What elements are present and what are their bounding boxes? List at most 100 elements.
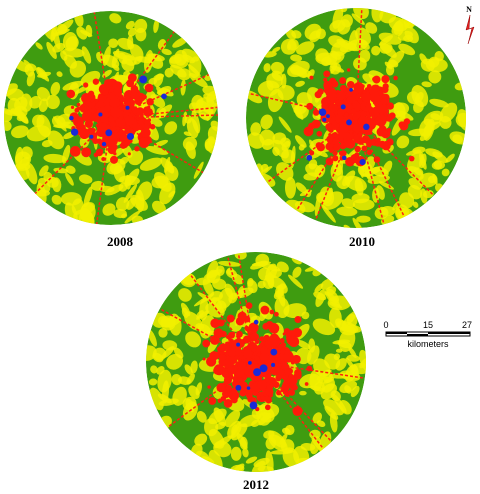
bare-land [330, 65, 345, 73]
built-up [239, 390, 245, 396]
bare-land [37, 71, 52, 78]
built-up [353, 134, 363, 144]
bare-land [432, 173, 438, 185]
built-up [254, 339, 260, 345]
water [342, 155, 347, 161]
built-up [333, 143, 341, 151]
bare-land [356, 215, 371, 223]
bare-land [265, 450, 274, 472]
bare-land [290, 54, 303, 62]
bare-land [300, 443, 316, 451]
built-up [345, 139, 356, 149]
built-up [124, 98, 128, 103]
built-up [236, 330, 243, 338]
bare-land [11, 125, 29, 139]
built-up [376, 103, 388, 114]
bare-land [250, 122, 262, 136]
built-up [274, 366, 281, 373]
bare-land [344, 175, 367, 192]
built-up [236, 336, 241, 341]
built-up [66, 89, 76, 99]
bare-land [121, 213, 128, 219]
scale-bar: 0 15 27 kilometers [383, 320, 472, 349]
land-use-map [246, 8, 466, 228]
bare-land [413, 167, 424, 176]
bare-land [118, 52, 128, 65]
bare-land [277, 85, 295, 101]
bare-land [419, 53, 428, 65]
bare-land [123, 184, 138, 203]
built-up [135, 107, 145, 116]
bare-land [14, 105, 28, 118]
bare-land [230, 446, 242, 461]
built-up [372, 76, 377, 82]
bare-land [312, 318, 336, 336]
built-up [348, 96, 352, 100]
bare-land [125, 20, 135, 30]
built-up [211, 351, 220, 360]
bare-land [295, 182, 308, 194]
bare-land [294, 135, 307, 148]
built-up [280, 342, 287, 348]
north-arrow-icon [465, 14, 475, 45]
built-up [210, 318, 220, 329]
bare-land [279, 433, 288, 445]
map-label: 2008 [107, 234, 134, 249]
bare-land [379, 43, 393, 54]
bare-land [246, 90, 263, 104]
bare-land [324, 353, 341, 370]
built-up [98, 122, 109, 134]
bare-land [157, 39, 167, 50]
bare-land [224, 410, 241, 428]
built-up [332, 133, 337, 138]
built-up [117, 130, 126, 139]
bare-land [109, 13, 122, 24]
built-up [233, 377, 238, 383]
bare-land [188, 72, 208, 88]
built-up [124, 141, 130, 147]
bare-land [303, 172, 320, 181]
bare-land [412, 201, 419, 208]
bare-land [146, 345, 157, 361]
land-use-map [146, 252, 366, 472]
built-up [223, 399, 233, 408]
bare-land [315, 289, 326, 308]
built-up [264, 340, 273, 349]
built-up [346, 81, 355, 89]
bare-land [439, 116, 452, 129]
built-up [85, 149, 90, 155]
water [349, 87, 353, 92]
bare-land [119, 156, 129, 165]
built-up [340, 142, 347, 149]
built-up [146, 98, 154, 106]
water [105, 129, 113, 137]
built-up [315, 142, 323, 149]
bare-land [139, 157, 163, 171]
bare-land [147, 329, 157, 347]
bare-land [26, 63, 37, 72]
bare-land [150, 365, 158, 374]
built-up [265, 396, 273, 404]
built-up [379, 111, 384, 116]
built-up [130, 85, 139, 93]
built-up [376, 127, 386, 137]
scale-bar-segment [386, 332, 407, 334]
built-up [360, 91, 372, 102]
bare-land [65, 36, 79, 51]
bare-land [145, 146, 169, 155]
bare-land [270, 449, 294, 455]
water [98, 112, 103, 117]
water [125, 105, 130, 110]
built-up [306, 365, 313, 372]
built-up [292, 406, 303, 417]
built-up [225, 384, 232, 391]
built-up [113, 152, 117, 156]
built-up [350, 108, 357, 115]
bare-land [178, 288, 192, 302]
scale-tick-label: 27 [462, 320, 472, 330]
bare-land [182, 54, 196, 64]
bare-land [352, 198, 375, 211]
bare-land [170, 64, 187, 78]
built-up [233, 364, 238, 369]
water [236, 342, 241, 347]
